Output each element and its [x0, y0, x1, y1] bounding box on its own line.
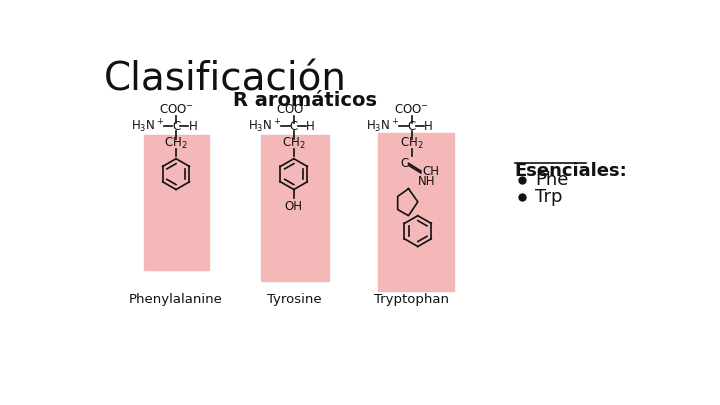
Text: CH$_2$: CH$_2$: [400, 136, 423, 151]
Text: Tryptophan: Tryptophan: [374, 293, 449, 306]
Text: Tyrosine: Tyrosine: [266, 293, 321, 306]
Text: R aromáticos: R aromáticos: [233, 91, 377, 110]
Text: H: H: [189, 120, 197, 133]
Text: H$_3$N$^+$: H$_3$N$^+$: [366, 118, 399, 135]
Text: H: H: [424, 120, 433, 133]
Text: Trp: Trp: [535, 188, 562, 206]
Bar: [261, 135, 329, 281]
Text: H$_3$N$^+$: H$_3$N$^+$: [130, 118, 163, 135]
Text: Esenciales:: Esenciales:: [515, 162, 627, 180]
Text: COO$^{-}$: COO$^{-}$: [276, 102, 311, 115]
Text: Phe: Phe: [535, 171, 568, 189]
Text: COO$^{-}$: COO$^{-}$: [394, 102, 429, 115]
Text: COO$^{-}$: COO$^{-}$: [158, 102, 194, 115]
Text: C: C: [172, 120, 180, 133]
Text: CH: CH: [423, 164, 439, 177]
Text: Clasificación: Clasificación: [104, 60, 347, 98]
Text: C: C: [400, 157, 408, 170]
Text: C: C: [408, 120, 415, 133]
Text: NH: NH: [418, 175, 436, 188]
Text: C: C: [289, 120, 298, 133]
Text: H$_3$N$^+$: H$_3$N$^+$: [248, 118, 282, 135]
Text: OH: OH: [285, 200, 303, 213]
Text: CH$_2$: CH$_2$: [282, 136, 305, 151]
Bar: [378, 133, 454, 291]
Text: Phenylalanine: Phenylalanine: [129, 293, 223, 306]
Bar: [144, 135, 210, 270]
Text: CH$_2$: CH$_2$: [164, 136, 188, 151]
Text: H: H: [306, 120, 315, 133]
